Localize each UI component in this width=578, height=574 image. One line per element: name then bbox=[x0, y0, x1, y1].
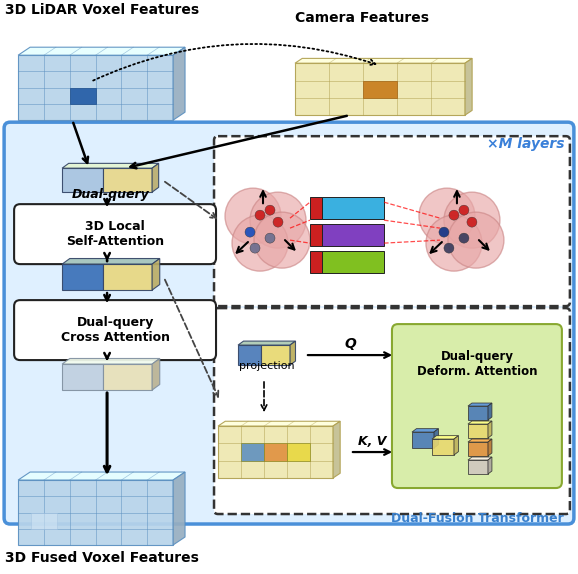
FancyBboxPatch shape bbox=[14, 300, 216, 360]
Circle shape bbox=[444, 192, 500, 248]
Text: Camera Features: Camera Features bbox=[295, 11, 429, 25]
Polygon shape bbox=[333, 421, 340, 478]
Text: Dual-query: Dual-query bbox=[72, 188, 150, 201]
Polygon shape bbox=[295, 59, 472, 63]
Text: Dual-query
Cross Attention: Dual-query Cross Attention bbox=[61, 316, 169, 344]
Circle shape bbox=[225, 188, 281, 244]
FancyBboxPatch shape bbox=[214, 136, 570, 306]
Polygon shape bbox=[287, 443, 310, 461]
Text: 3D LiDAR Voxel Features: 3D LiDAR Voxel Features bbox=[5, 3, 199, 17]
Polygon shape bbox=[18, 480, 173, 545]
FancyBboxPatch shape bbox=[392, 324, 562, 488]
Polygon shape bbox=[468, 460, 488, 474]
Polygon shape bbox=[238, 345, 261, 365]
Polygon shape bbox=[264, 443, 287, 461]
Circle shape bbox=[426, 215, 482, 271]
Text: Q: Q bbox=[344, 337, 356, 351]
Polygon shape bbox=[62, 164, 158, 168]
Polygon shape bbox=[152, 258, 160, 290]
Bar bbox=[310, 197, 322, 219]
Polygon shape bbox=[62, 364, 102, 390]
Text: Dual-query
Deform. Attention: Dual-query Deform. Attention bbox=[417, 350, 537, 378]
Polygon shape bbox=[468, 403, 492, 406]
Circle shape bbox=[265, 233, 275, 243]
Polygon shape bbox=[295, 63, 465, 115]
Circle shape bbox=[444, 243, 454, 253]
Circle shape bbox=[250, 243, 260, 253]
Polygon shape bbox=[468, 457, 492, 460]
Circle shape bbox=[250, 192, 306, 248]
Polygon shape bbox=[18, 47, 185, 55]
Polygon shape bbox=[454, 436, 458, 455]
Circle shape bbox=[439, 227, 449, 237]
Text: Dual-Fusion Transformer: Dual-Fusion Transformer bbox=[391, 512, 564, 525]
Polygon shape bbox=[218, 421, 340, 426]
Polygon shape bbox=[102, 364, 152, 390]
Polygon shape bbox=[173, 472, 185, 545]
Polygon shape bbox=[468, 406, 488, 420]
Circle shape bbox=[265, 205, 275, 215]
Circle shape bbox=[449, 210, 459, 220]
Bar bbox=[310, 251, 322, 273]
Bar bbox=[322, 251, 384, 273]
Circle shape bbox=[245, 227, 255, 237]
Circle shape bbox=[459, 233, 469, 243]
Circle shape bbox=[419, 188, 475, 244]
Polygon shape bbox=[102, 168, 152, 192]
Polygon shape bbox=[18, 55, 173, 120]
Polygon shape bbox=[432, 436, 458, 439]
Polygon shape bbox=[468, 439, 492, 442]
Polygon shape bbox=[152, 359, 160, 390]
Polygon shape bbox=[468, 424, 488, 438]
FancyBboxPatch shape bbox=[14, 204, 216, 264]
Polygon shape bbox=[434, 429, 439, 448]
Polygon shape bbox=[465, 59, 472, 115]
FancyBboxPatch shape bbox=[4, 122, 574, 524]
Polygon shape bbox=[468, 421, 492, 424]
Text: 3D Fused Voxel Features: 3D Fused Voxel Features bbox=[5, 551, 199, 565]
Polygon shape bbox=[102, 264, 152, 290]
Polygon shape bbox=[31, 513, 57, 529]
Circle shape bbox=[467, 217, 477, 227]
Polygon shape bbox=[152, 164, 158, 192]
Polygon shape bbox=[241, 443, 264, 461]
Polygon shape bbox=[488, 439, 492, 456]
Polygon shape bbox=[290, 341, 295, 365]
Circle shape bbox=[254, 212, 310, 268]
Polygon shape bbox=[62, 258, 160, 264]
Polygon shape bbox=[468, 442, 488, 456]
Bar bbox=[322, 197, 384, 219]
Circle shape bbox=[232, 215, 288, 271]
Polygon shape bbox=[70, 88, 95, 104]
Circle shape bbox=[448, 212, 504, 268]
Polygon shape bbox=[488, 457, 492, 474]
Circle shape bbox=[255, 210, 265, 220]
FancyBboxPatch shape bbox=[214, 308, 570, 514]
Polygon shape bbox=[412, 432, 434, 448]
Circle shape bbox=[273, 217, 283, 227]
Polygon shape bbox=[432, 439, 454, 455]
Polygon shape bbox=[412, 429, 439, 432]
Text: ×M layers: ×M layers bbox=[487, 137, 565, 151]
Polygon shape bbox=[62, 359, 160, 364]
Polygon shape bbox=[62, 264, 102, 290]
Polygon shape bbox=[173, 47, 185, 120]
Polygon shape bbox=[218, 426, 333, 478]
Polygon shape bbox=[261, 345, 290, 365]
Circle shape bbox=[459, 205, 469, 215]
Polygon shape bbox=[18, 472, 185, 480]
Text: 3D Local
Self-Attention: 3D Local Self-Attention bbox=[66, 220, 164, 248]
Text: K, V: K, V bbox=[358, 435, 387, 448]
Polygon shape bbox=[488, 403, 492, 420]
Bar bbox=[310, 224, 322, 246]
Polygon shape bbox=[488, 421, 492, 438]
Text: projection: projection bbox=[239, 361, 295, 371]
Polygon shape bbox=[363, 80, 397, 98]
Polygon shape bbox=[238, 341, 295, 345]
Bar bbox=[322, 224, 384, 246]
Polygon shape bbox=[62, 168, 102, 192]
